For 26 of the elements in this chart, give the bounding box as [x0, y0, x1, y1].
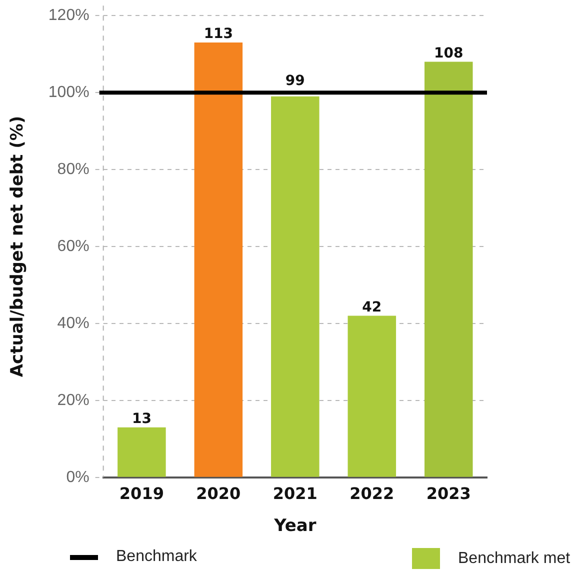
data-label: 113 [204, 26, 234, 42]
legend-label: Benchmark met [458, 550, 570, 568]
y-tick-label: 60% [57, 238, 90, 255]
y-axis-title: Actual/budget net debt (%) [8, 116, 28, 378]
legend-label: Benchmark [116, 548, 197, 566]
x-tick-label: 2019 [119, 484, 164, 504]
bar [271, 96, 320, 477]
data-label: 42 [362, 299, 382, 316]
bar [194, 42, 243, 477]
bar [118, 427, 166, 477]
y-tick-label: 0% [66, 468, 90, 486]
data-label: 13 [132, 411, 152, 428]
y-tick-label: 20% [57, 392, 90, 409]
y-tick-label: 80% [57, 160, 90, 178]
x-tick-label: 2021 [272, 484, 318, 504]
bar [348, 316, 396, 477]
x-tick-label: 2020 [196, 484, 241, 504]
y-tick-label: 100% [48, 84, 90, 101]
x-tick-label: 2022 [350, 484, 394, 504]
y-tick-label: 40% [57, 314, 90, 332]
data-label: 108 [434, 45, 464, 62]
x-axis-title: Year [273, 516, 317, 536]
y-tick-label: 120% [48, 7, 90, 24]
data-label: 99 [285, 73, 305, 90]
bar [424, 62, 473, 477]
x-tick-label: 2023 [426, 484, 471, 504]
